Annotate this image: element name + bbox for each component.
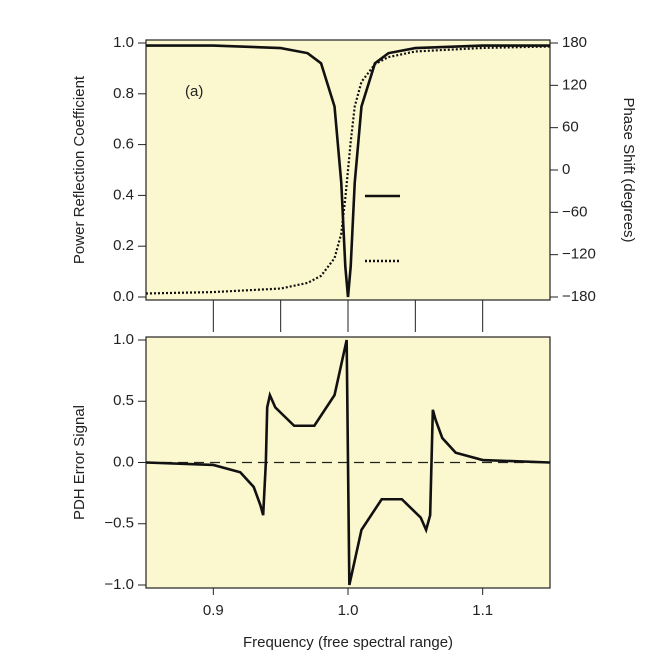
y-axis-label: Power Reflection Coefficient bbox=[71, 75, 88, 264]
y-tick-label: 0.8 bbox=[113, 85, 134, 102]
y-tick-label: 0.6 bbox=[113, 136, 134, 153]
y2-axis-label: Phase Shift (degrees) bbox=[620, 97, 637, 242]
y-axis-label: PDH Error Signal bbox=[71, 405, 88, 520]
y-tick-label: −0.5 bbox=[104, 515, 134, 532]
x-tick-label: 1.0 bbox=[338, 602, 359, 619]
y2-tick-label: −120 bbox=[562, 246, 596, 263]
series-line bbox=[145, 45, 551, 295]
y-tick-label: 0.5 bbox=[113, 392, 134, 409]
y-tick-label: −1.0 bbox=[104, 576, 134, 593]
y-tick-label: 1.0 bbox=[113, 331, 134, 348]
y-tick-label: 0.0 bbox=[113, 453, 134, 470]
y2-tick-label: 60 bbox=[562, 119, 579, 136]
x-axis-label: Frequency (free spectral range) bbox=[243, 634, 453, 651]
y2-tick-label: 0 bbox=[562, 161, 570, 178]
y-tick-label: 0.0 bbox=[113, 288, 134, 305]
y2-tick-label: −60 bbox=[562, 203, 587, 220]
y2-tick-label: −180 bbox=[562, 288, 596, 305]
annotation: (a) bbox=[185, 83, 203, 100]
y2-tick-label: 180 bbox=[562, 34, 587, 51]
y-tick-label: 0.4 bbox=[113, 186, 134, 203]
series-line bbox=[146, 44, 550, 298]
series-line bbox=[145, 339, 551, 586]
y-tick-label: 0.2 bbox=[113, 237, 134, 254]
y2-tick-label: 120 bbox=[562, 76, 587, 93]
x-tick-label: 0.9 bbox=[203, 602, 224, 619]
y-tick-label: 1.0 bbox=[113, 34, 134, 51]
x-tick-label: 1.1 bbox=[472, 602, 493, 619]
